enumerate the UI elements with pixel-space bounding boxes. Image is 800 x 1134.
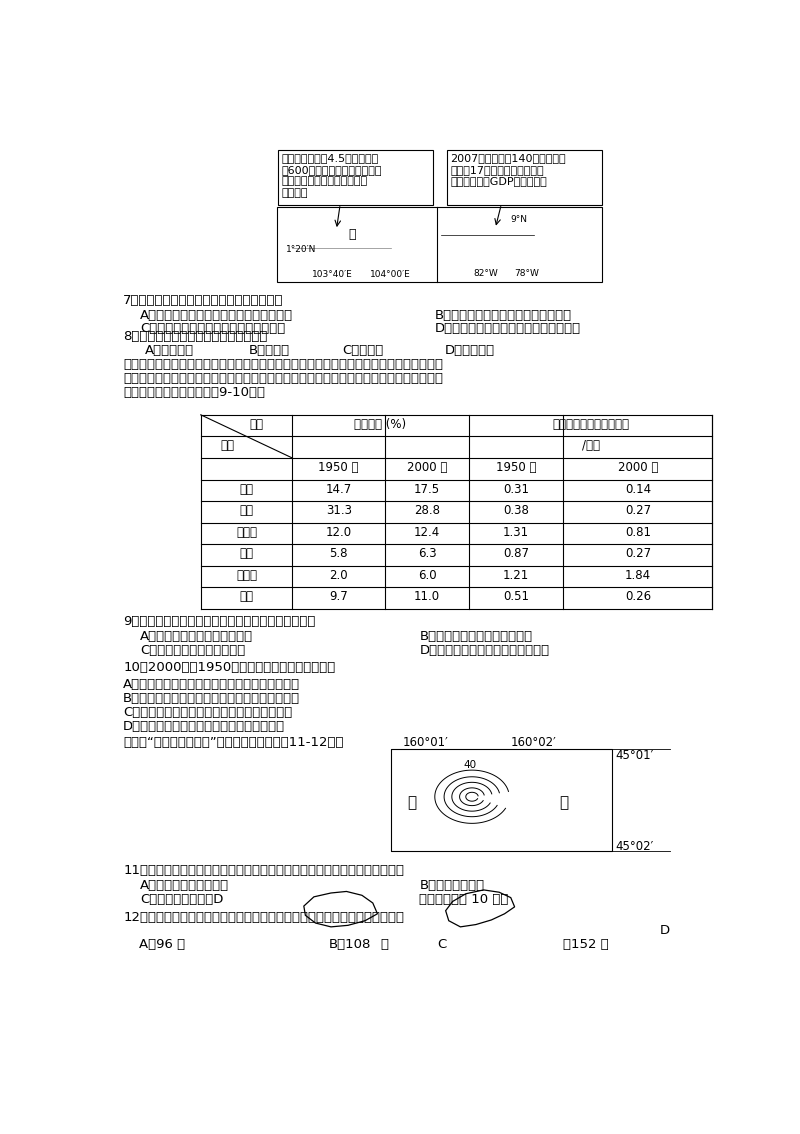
Text: 10．2000年与1950年相比　（　　　）　　　多: 10．2000年与1950年相比 （ ） 多 <box>123 661 335 675</box>
Text: A．利用各类土地资源，因地制宜发展农业: A．利用各类土地资源，因地制宜发展农业 <box>140 308 294 322</box>
Text: 地面积变化表。据表，回答9-10题。: 地面积变化表。据表，回答9-10题。 <box>123 386 266 398</box>
Text: 非洲: 非洲 <box>239 548 254 560</box>
Text: A．美洲板块: A．美洲板块 <box>145 344 194 357</box>
Bar <box>390 748 611 850</box>
Text: 洋: 洋 <box>559 795 569 810</box>
Text: 亚洲: 亚洲 <box>239 483 254 496</box>
Text: 下图为“某海岛等高线图”（单位：米），回答11-12题。: 下图为“某海岛等高线图”（单位：米），回答11-12题。 <box>123 736 344 748</box>
Text: 104°00′E: 104°00′E <box>370 270 410 279</box>
Text: B．北美洲: B．北美洲 <box>249 344 290 357</box>
Text: B．季风气候显著，气象灾害较: B．季风气候显著，气象灾害较 <box>419 629 533 643</box>
Text: 6.0: 6.0 <box>418 569 436 582</box>
Text: 欧洲: 欧洲 <box>239 505 254 517</box>
Text: 地区: 地区 <box>221 440 235 452</box>
Text: 0.31: 0.31 <box>503 483 529 496</box>
Text: 1.31: 1.31 <box>503 526 530 539</box>
Text: 28.8: 28.8 <box>414 505 440 517</box>
Text: D．拉丁美洲: D．拉丁美洲 <box>445 344 495 357</box>
Text: 2000 年: 2000 年 <box>407 462 447 474</box>
Text: 甲: 甲 <box>348 228 355 242</box>
Text: 2000 年: 2000 年 <box>618 462 658 474</box>
Text: 1°20′N: 1°20′N <box>286 245 316 254</box>
Text: 45°01′: 45°01′ <box>615 748 654 762</box>
Text: ．152 米: ．152 米 <box>563 939 610 951</box>
Text: C．利用海峡位置，发展造船业和航运业: C．利用海峡位置，发展造船业和航运业 <box>140 322 286 336</box>
Text: 0.51: 0.51 <box>503 591 529 603</box>
Text: 北美洲: 北美洲 <box>236 526 257 539</box>
Text: /人）: /人） <box>582 440 599 452</box>
Text: 5.8: 5.8 <box>330 548 348 560</box>
Text: 1950 年: 1950 年 <box>496 462 537 474</box>
Text: 45°02′: 45°02′ <box>615 840 654 853</box>
Text: 米: 米 <box>381 939 389 951</box>
Text: 8．图中乙所在地不属于　　（　　　）: 8．图中乙所在地不属于 （ ） <box>123 330 268 344</box>
Text: 0.87: 0.87 <box>503 548 529 560</box>
Bar <box>278 150 434 205</box>
Bar <box>447 150 602 205</box>
Text: B．降水西多东少: B．降水西多东少 <box>419 879 485 892</box>
Text: 12.4: 12.4 <box>414 526 440 539</box>
Text: C．北美洲垦殖指数的增长率低于世界平均水平: C．北美洲垦殖指数的增长率低于世界平均水平 <box>123 705 293 719</box>
Text: 9．亚洲的垦殖指数较高，可能的原因是　　（　　）: 9．亚洲的垦殖指数较高，可能的原因是 （ ） <box>123 615 316 628</box>
Text: D．非洲因机械化水平高，导致垦殖指数上升: D．非洲因机械化水平高，导致垦殖指数上升 <box>123 720 286 733</box>
Text: A．位于东半球、南半球: A．位于东半球、南半球 <box>140 879 230 892</box>
Text: 17.5: 17.5 <box>414 483 440 496</box>
Text: B．利用丰富的矿产资源，发展冶炼业: B．利用丰富的矿产资源，发展冶炼业 <box>435 308 572 322</box>
Text: 9°N: 9°N <box>510 214 528 223</box>
Text: C．径流季节变化大D: C．径流季节变化大D <box>140 892 224 906</box>
Text: 人均占有耕地面积（公顷: 人均占有耕地面积（公顷 <box>552 418 629 431</box>
Text: 103°40′E: 103°40′E <box>311 270 352 279</box>
Text: C．南美洲: C．南美洲 <box>342 344 383 357</box>
Text: 0.81: 0.81 <box>625 526 651 539</box>
Text: 82°W: 82°W <box>474 269 498 278</box>
Text: 11．下列关于该岛的叙述，正确的是　　　　　　　　　　　　　（　　　）: 11．下列关于该岛的叙述，正确的是 （ ） <box>123 864 404 878</box>
Text: 11.0: 11.0 <box>414 591 440 603</box>
Text: 垦殖指数是指一个地区耕地面积占土地总面积的比例，它是衡量一个地区土地资源开发: 垦殖指数是指一个地区耕地面积占土地总面积的比例，它是衡量一个地区土地资源开发 <box>123 358 443 371</box>
Text: A．96 米: A．96 米 <box>138 939 185 951</box>
Text: 12.0: 12.0 <box>326 526 352 539</box>
Text: 项目: 项目 <box>250 418 263 431</box>
Text: 12．该岛最高处的海拔可能是　　　　　　　　　　　　　　　　（　　　）: 12．该岛最高处的海拔可能是 （ ） <box>123 911 404 924</box>
Text: D．少．农垦历史悠久，人口数量最: D．少．农垦历史悠久，人口数量最 <box>419 643 550 657</box>
Text: A．地形多种多样，以平原为主: A．地形多种多样，以平原为主 <box>140 629 254 643</box>
Text: 2007年接待游客140万人次，旅
游收入17亿元，超过运河、金
融而成为该国GDP第一大来源: 2007年接待游客140万人次，旅 游收入17亿元，超过运河、金 融而成为该国G… <box>450 153 566 186</box>
Text: 大洋洲: 大洋洲 <box>236 569 257 582</box>
Text: 海: 海 <box>408 795 417 810</box>
Text: 14.7: 14.7 <box>326 483 352 496</box>
Text: 年均过往，停靠4.5万艘船和吞
吐600万只集装箱，是本区锡、
橡胶、稻谷、木材、黄麻的贸
易集散地: 年均过往，停靠4.5万艘船和吞 吐600万只集装箱，是本区锡、 橡胶、稻谷、木材… <box>282 153 382 197</box>
Text: D: D <box>659 924 670 937</box>
Text: B．大洋洲因人口负增长，所以人均耕地面积增加: B．大洋洲因人口负增长，所以人均耕地面积增加 <box>123 692 300 705</box>
Text: 160°02′: 160°02′ <box>510 736 557 748</box>
Text: 78°W: 78°W <box>514 269 538 278</box>
Text: 7．甲国发展经济的合理措施有　　（　　）: 7．甲国发展经济的合理措施有 （ ） <box>123 294 284 307</box>
Text: 1.84: 1.84 <box>625 569 651 582</box>
Text: 2.0: 2.0 <box>330 569 348 582</box>
Text: 垦殖指数 (%): 垦殖指数 (%) <box>354 418 406 431</box>
Bar <box>277 206 602 282</box>
Text: 世界: 世界 <box>239 591 254 603</box>
Text: 0.38: 0.38 <box>503 505 529 517</box>
Text: 40: 40 <box>464 760 477 770</box>
Text: A．欧洲因人口增长较快，所以人均耕地面积减少: A．欧洲因人口增长较快，所以人均耕地面积减少 <box>123 678 300 691</box>
Text: 利用程度的重要指标，通常以百分数表示。下表为世界及各地区耕地垦殖指数和人均占有耕: 利用程度的重要指标，通常以百分数表示。下表为世界及各地区耕地垦殖指数和人均占有耕 <box>123 372 443 384</box>
Text: 0.27: 0.27 <box>625 505 651 517</box>
Text: 6.3: 6.3 <box>418 548 436 560</box>
Text: D．利用能源资源优势，发展石油冶炼业: D．利用能源资源优势，发展石油冶炼业 <box>435 322 581 336</box>
Text: 9.7: 9.7 <box>330 591 348 603</box>
Text: 0.27: 0.27 <box>625 548 651 560</box>
Text: ．南北距离约 10 千米: ．南北距离约 10 千米 <box>419 892 509 906</box>
Text: 0.26: 0.26 <box>625 591 651 603</box>
Text: 1950 年: 1950 年 <box>318 462 359 474</box>
Text: 1.21: 1.21 <box>503 569 530 582</box>
Text: 31.3: 31.3 <box>326 505 352 517</box>
Text: C: C <box>437 939 446 951</box>
Text: C．地域辽阔，矿产资源丰富: C．地域辽阔，矿产资源丰富 <box>140 643 246 657</box>
Text: 0.14: 0.14 <box>625 483 651 496</box>
Text: B．108: B．108 <box>329 939 371 951</box>
Text: 160°01′: 160°01′ <box>402 736 448 748</box>
